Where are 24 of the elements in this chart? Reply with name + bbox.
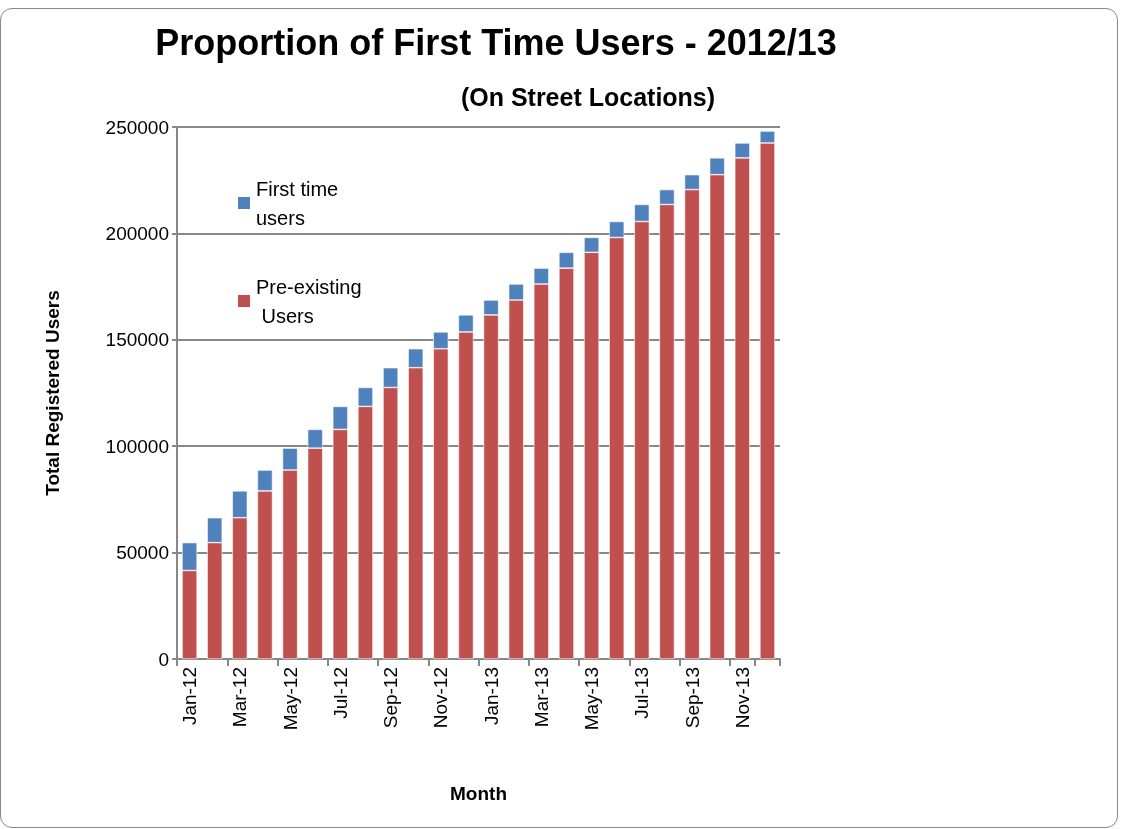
y-tick-label: 50000 [116, 542, 169, 564]
y-tick-label: 0 [158, 648, 169, 670]
y-tick-label: 200000 [105, 222, 169, 244]
x-tick-label: Jul-13 [631, 667, 653, 719]
x-tick-label: May-12 [279, 667, 301, 731]
x-tick-label: Mar-13 [530, 667, 552, 728]
chart-subtitle: (On Street Locations) [460, 82, 716, 111]
x-tick-label: May-13 [581, 667, 603, 731]
chart-title: Proportion of First Time Users - 2012/13 [155, 21, 837, 63]
x-tick-label: Sep-13 [681, 667, 703, 729]
y-tick-label: 150000 [105, 329, 169, 351]
x-tick-label: Jan-13 [480, 667, 502, 726]
x-tick-label: Sep-12 [380, 667, 402, 729]
x-tick-label: Jul-12 [329, 667, 351, 719]
x-tick-label: Nov-12 [430, 667, 452, 729]
y-axis-title: Total Registered Users [42, 290, 63, 496]
x-axis-title: Month [450, 783, 507, 804]
legend-label: Pre-existing Users [256, 275, 362, 327]
x-tick-label: Jan-12 [179, 667, 201, 726]
legend-label: First time users [256, 177, 344, 229]
x-tick-label: Nov-13 [731, 667, 753, 729]
y-tick-label: 100000 [105, 435, 169, 457]
x-tick-label: Mar-12 [229, 667, 251, 728]
y-tick-label: 250000 [105, 116, 169, 138]
